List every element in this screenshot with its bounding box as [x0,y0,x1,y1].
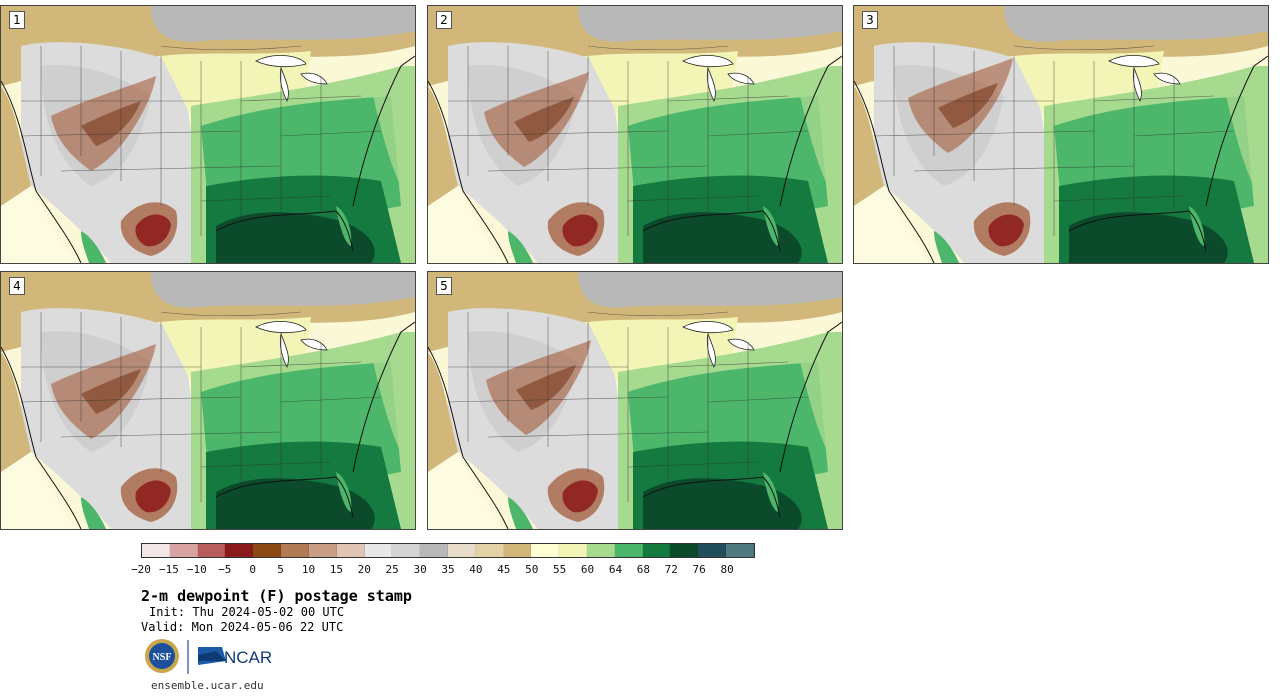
colorbar-swatch [169,544,198,557]
colorbar-tick-label: 60 [580,563,595,576]
colorbar-tick-label: 76 [692,563,706,576]
colorbar-tick-label: 80 [720,563,734,576]
colorbar-swatch [475,544,504,557]
colorbar-swatch [587,544,615,557]
colorbar-swatch [614,544,643,557]
colorbar-tick-label: 25 [385,563,399,576]
ensemble-member-label: 4 [9,277,25,295]
svg-text:NSF: NSF [153,652,172,663]
colorbar-swatch [420,544,448,557]
svg-text:NCAR: NCAR [224,648,272,667]
colorbar-swatch [308,544,337,557]
colorbar-tick-label: 45 [497,563,511,576]
ensemble-member-label: 3 [862,11,878,29]
colorbar-swatch [670,544,699,557]
colorbar-swatch [559,544,587,557]
colorbar-swatch [197,544,226,557]
product-title: 2-m dewpoint (F) postage stamp [141,587,412,605]
colorbar-tick-label: 10 [301,563,316,576]
colorbar-swatch [642,544,671,557]
colorbar-tick-label: 68 [636,563,650,576]
postage-stamp-map: 4 [0,271,416,530]
colorbar-ticks: −20 −15 −10 −5 0 5 10 15 20 25 30 35 40 45 50 55 60 64 68 7… [131,563,841,577]
colorbar-tick-label: −20 [131,563,151,576]
ensemble-member-label: 1 [9,11,25,29]
postage-stamp-map: 2 [427,5,843,264]
ensemble-member-label: 5 [436,277,452,295]
colorbar-tick-label: −10 [186,563,207,576]
colorbar-swatch [726,544,754,557]
colorbar-swatch [336,544,365,557]
colorbar-tick-label: 20 [357,563,371,576]
colorbar-tick-label: 35 [441,563,455,576]
colorbar-tick-label: 55 [553,563,567,576]
logos: NSF NCAR [144,637,284,677]
colorbar-swatch [281,544,309,557]
colorbar-tick-label: 0 [249,563,256,576]
colorbar-tick-label: 72 [664,563,678,576]
colorbar-tick-label: −5 [218,563,232,576]
colorbar-tick-label: 15 [329,563,343,576]
colorbar-tick-label: 64 [608,563,623,576]
colorbar-swatch [253,544,282,557]
ensemble-member-label: 2 [436,11,452,29]
colorbar-tick-label: −15 [158,563,179,576]
valid-time: Valid: Mon 2024-05-06 22 UTC [141,620,344,634]
postage-stamp-map: 5 [427,271,843,530]
colorbar-swatch [447,544,476,557]
colorbar-swatch [142,544,170,557]
colorbar-swatch [392,544,421,557]
colorbar-swatch [503,544,532,557]
colorbar-tick-label: 40 [469,563,483,576]
colorbar-tick-label: 30 [413,563,427,576]
nsf-logo: NSF [145,639,179,673]
colorbar [141,543,755,558]
colorbar-swatch [225,544,254,557]
colorbar-tick-label: 50 [525,563,539,576]
colorbar-swatch [364,544,393,557]
colorbar-swatch [531,544,560,557]
ncar-logo: NCAR [198,647,272,667]
colorbar-swatch [698,544,727,557]
postage-stamp-map: 1 [0,5,416,264]
colorbar-tick-label: 5 [277,563,284,576]
site-url: ensemble.ucar.edu [151,679,264,692]
init-time: Init: Thu 2024-05-02 00 UTC [149,605,345,619]
postage-stamp-map: 3 [853,5,1269,264]
